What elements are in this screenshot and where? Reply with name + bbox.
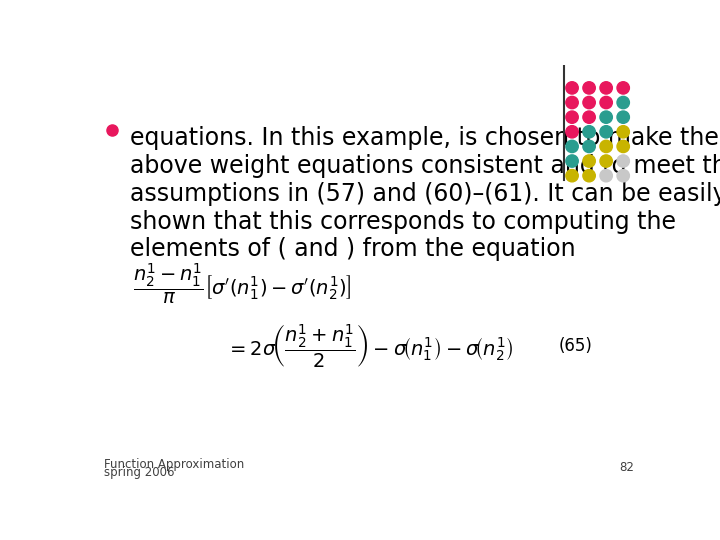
Circle shape	[600, 170, 612, 182]
Circle shape	[617, 111, 629, 123]
Circle shape	[600, 82, 612, 94]
Text: 82: 82	[619, 462, 634, 475]
Circle shape	[617, 170, 629, 182]
Circle shape	[566, 96, 578, 109]
Circle shape	[566, 111, 578, 123]
Circle shape	[617, 140, 629, 153]
Circle shape	[617, 96, 629, 109]
Circle shape	[566, 140, 578, 153]
Circle shape	[583, 126, 595, 138]
Circle shape	[600, 96, 612, 109]
Text: Function Approximation: Function Approximation	[104, 458, 244, 471]
Text: elements of ( and ) from the equation: elements of ( and ) from the equation	[130, 237, 576, 261]
Circle shape	[617, 155, 629, 167]
Circle shape	[583, 170, 595, 182]
Circle shape	[600, 155, 612, 167]
Text: shown that this corresponds to computing the: shown that this corresponds to computing…	[130, 210, 676, 234]
Circle shape	[583, 82, 595, 94]
Circle shape	[566, 82, 578, 94]
Text: assumptions in (57) and (60)–(61). It can be easily: assumptions in (57) and (60)–(61). It ca…	[130, 182, 720, 206]
Circle shape	[617, 82, 629, 94]
Circle shape	[583, 155, 595, 167]
Text: $\dfrac{n_2^1 - n_1^1}{\pi}\left[\sigma'(n_1^1) - \sigma'(n_2^1)\right]$: $\dfrac{n_2^1 - n_1^1}{\pi}\left[\sigma'…	[132, 262, 351, 307]
Circle shape	[583, 96, 595, 109]
Circle shape	[600, 140, 612, 153]
Circle shape	[566, 155, 578, 167]
Text: $= 2\sigma\!\left(\dfrac{n_2^1+n_1^1}{2}\right) - \sigma\!\left(n_1^1\right) - \: $= 2\sigma\!\left(\dfrac{n_2^1+n_1^1}{2}…	[225, 322, 513, 369]
Circle shape	[566, 170, 578, 182]
Circle shape	[583, 140, 595, 153]
Text: above weight equations consistent and to meet the: above weight equations consistent and to…	[130, 154, 720, 178]
Circle shape	[617, 126, 629, 138]
Circle shape	[600, 111, 612, 123]
Text: equations. In this example, is chosen to make the: equations. In this example, is chosen to…	[130, 126, 719, 151]
Circle shape	[600, 126, 612, 138]
Circle shape	[566, 126, 578, 138]
Text: (65): (65)	[559, 337, 593, 355]
Circle shape	[583, 111, 595, 123]
Text: spring 2006: spring 2006	[104, 466, 174, 479]
